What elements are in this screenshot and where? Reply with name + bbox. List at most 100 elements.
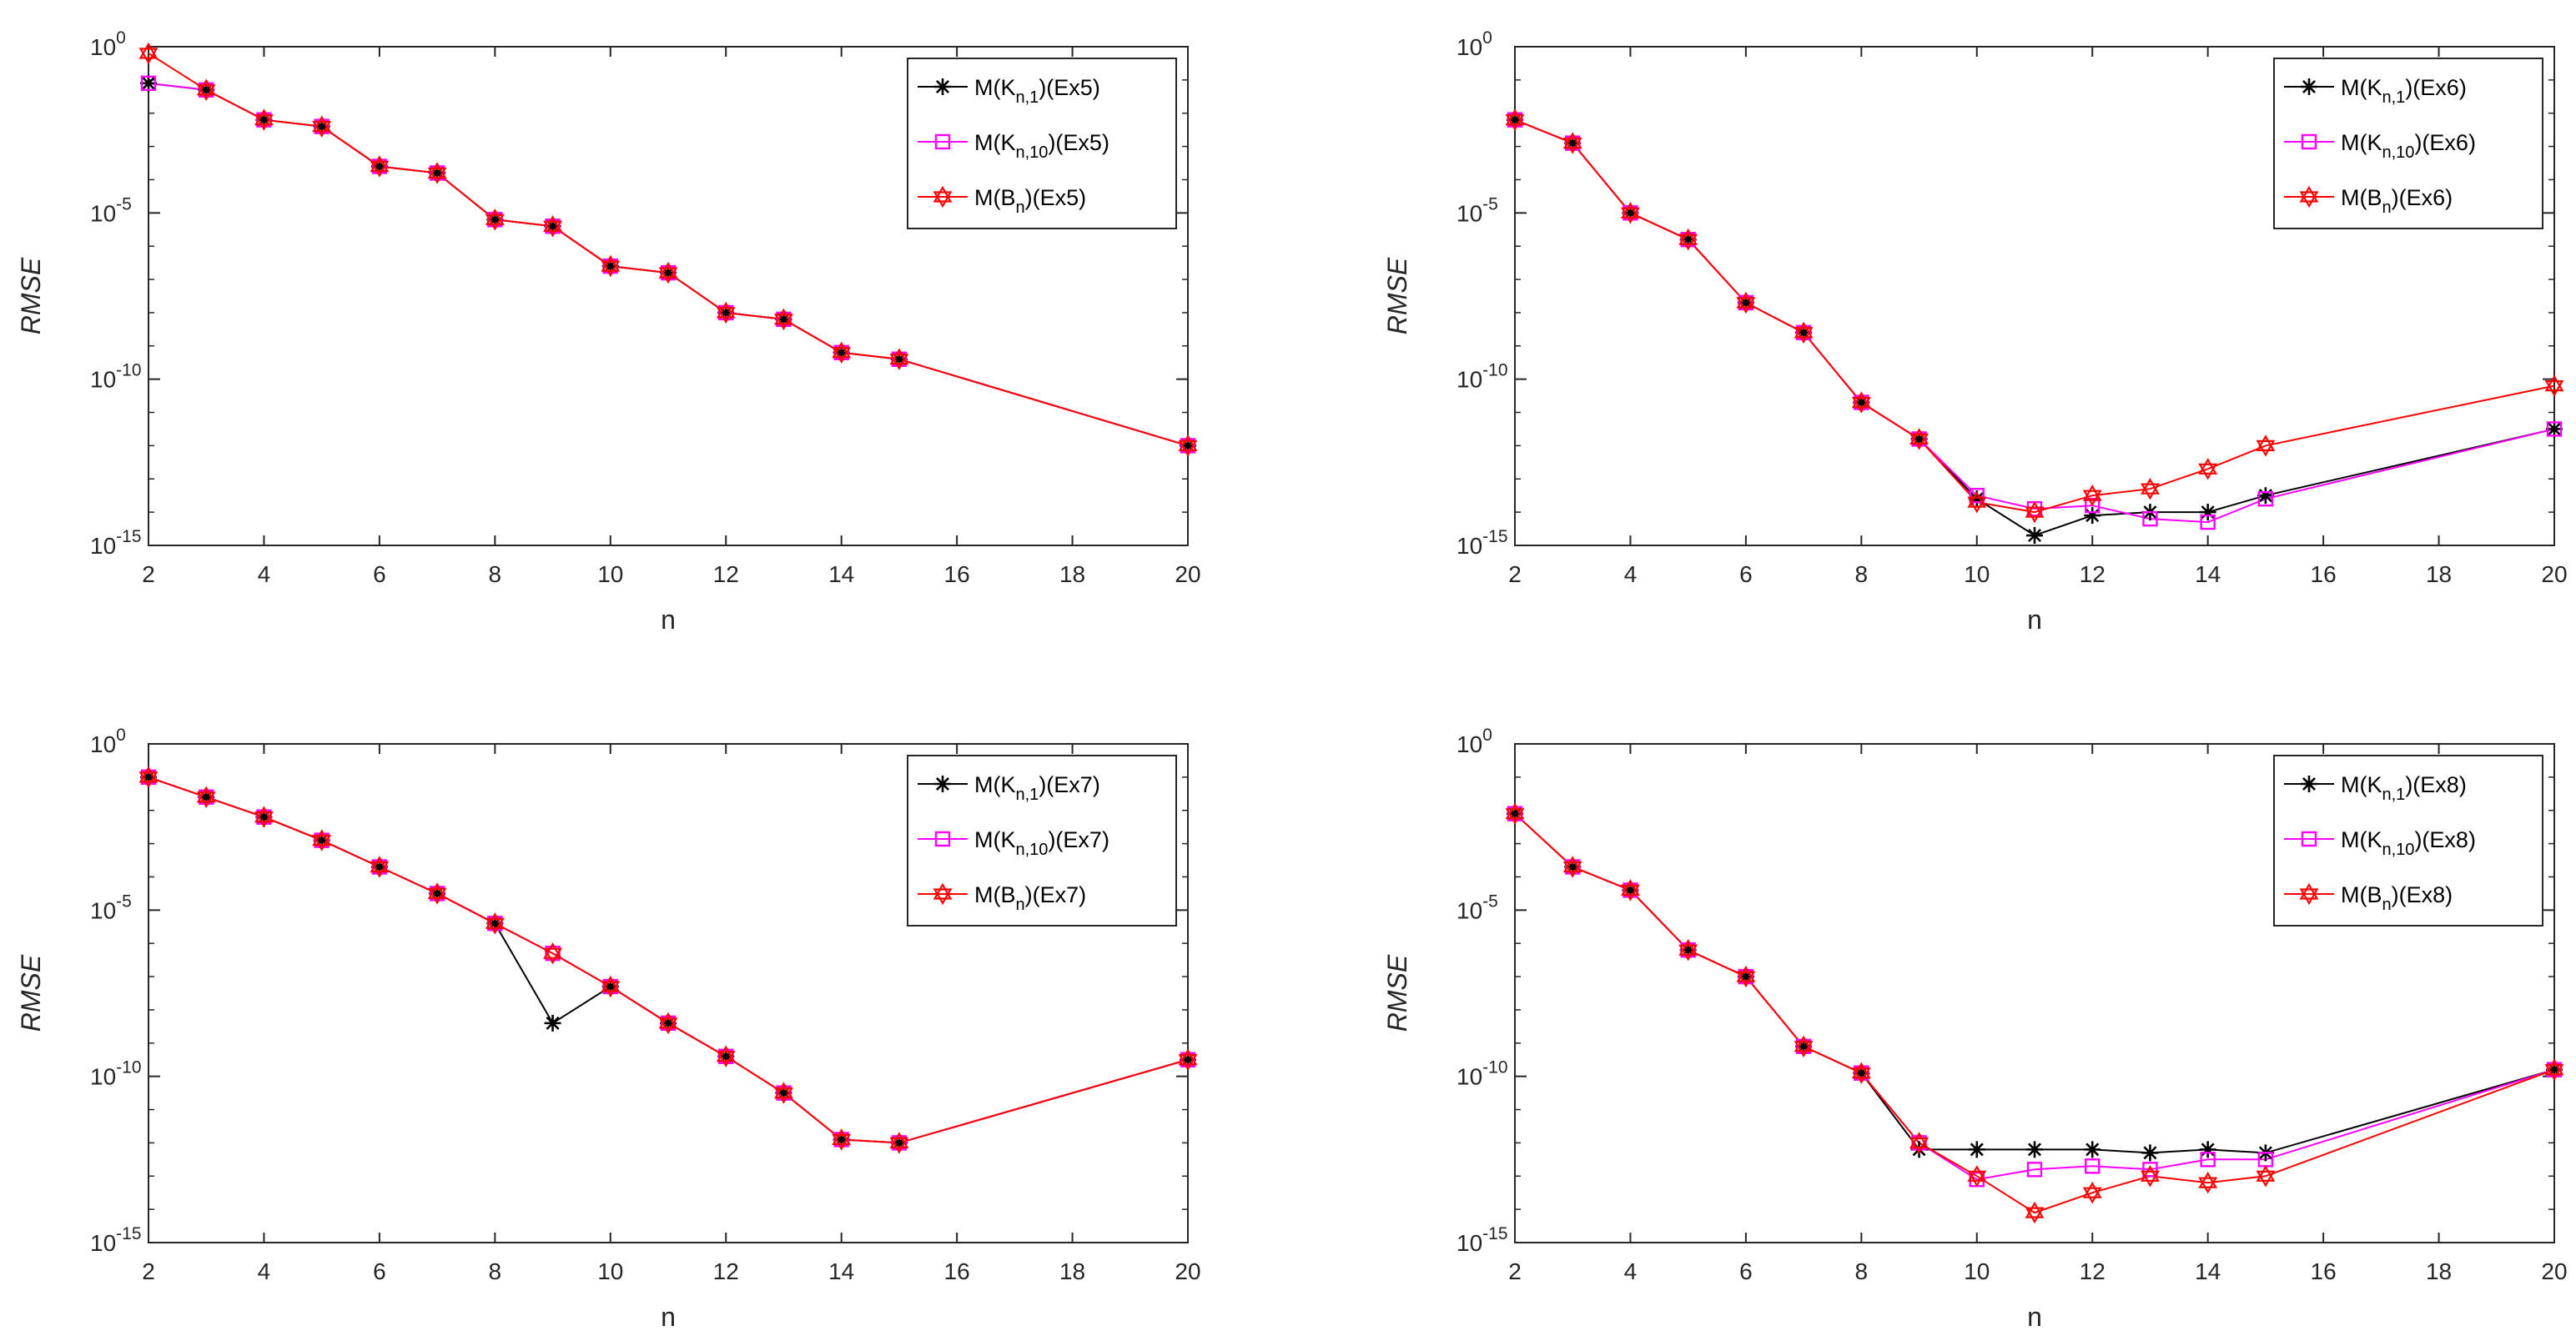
y-tick-label-ex6-1: 10-5: [1457, 194, 1498, 226]
x-tick-label-ex6-0: 2: [1508, 561, 1522, 587]
point-ex7-s1-13: [891, 1135, 908, 1151]
x-tick-label-ex5-8: 18: [1059, 561, 1085, 587]
point-ex6-s2-13: [2256, 434, 2276, 457]
point-ex6-s1-7: [1911, 431, 1927, 447]
point-ex6-s0-5: [1795, 324, 1813, 341]
point-ex7-s0-6: [486, 915, 504, 932]
legend-label-ex6-0: M(Kn,1)(Ex6): [2341, 75, 2467, 107]
point-ex6-s2-5: [1794, 321, 1814, 344]
point-ex6-s2-3: [1678, 229, 1698, 251]
legend-marker-ex6-2: [2299, 185, 2319, 208]
point-ex5-s2-12: [832, 341, 852, 364]
point-ex6-s1-8: [1969, 488, 1985, 504]
point-ex5-s1-0: [140, 75, 157, 92]
point-ex8-s0-3: [1679, 942, 1697, 959]
legend-marker-ex5-2: [933, 185, 953, 208]
point-ex7-s1-5: [429, 886, 445, 902]
x-tick-label-ex5-4: 10: [597, 561, 623, 587]
point-ex6-s0-8: [1968, 490, 1985, 508]
x-tick-label-ex7-6: 14: [828, 1258, 854, 1284]
legend-marker-ex8-2: [2299, 882, 2319, 906]
point-ex8-s2-4: [1736, 965, 1756, 988]
point-ex5-s1-3: [314, 118, 330, 134]
point-ex6-s0-2: [1622, 204, 1639, 222]
point-ex7-s1-9: [660, 1015, 677, 1032]
legend-label-ex6-2: M(Bn)(Ex6): [2341, 185, 2453, 217]
legend-label-ex5-2: M(Bn)(Ex5): [974, 185, 1086, 217]
point-ex7-s1-4: [371, 859, 388, 875]
point-ex7-s1-3: [314, 832, 330, 848]
point-ex8-s0-0: [1507, 805, 1523, 822]
x-tick-label-ex6-7: 16: [2311, 561, 2337, 587]
point-ex6-s0-10: [2084, 507, 2101, 525]
x-tick-label-ex8-0: 2: [1508, 1258, 1522, 1284]
x-tick-label-ex7-4: 10: [597, 1258, 623, 1284]
point-ex7-s1-0: [140, 769, 157, 786]
point-ex5-s1-13: [891, 351, 908, 367]
legend-marker-ex7-0: [934, 776, 951, 792]
y-tick-label-ex5-0: 100: [90, 28, 126, 60]
point-ex8-s2-5: [1794, 1035, 1814, 1058]
point-ex6-s1-13: [2257, 490, 2274, 507]
y-tick-label-ex5-3: 10-15: [90, 527, 142, 559]
point-ex7-s0-3: [313, 831, 330, 849]
point-ex7-s2-10: [716, 1045, 736, 1067]
legend-marker-ex8-1: [2301, 831, 2317, 847]
y-tick-label-ex7-3: 10-15: [90, 1224, 142, 1256]
point-ex6-s0-7: [1910, 430, 1928, 448]
y-tick-label-ex5-2: 10-10: [90, 361, 142, 393]
point-ex8-s1-2: [1623, 882, 1638, 898]
x-axis-label-ex5: n: [661, 605, 676, 635]
legend-marker-ex8-0: [2301, 776, 2317, 792]
panel-ex8: 2 4 6 8 10 12 14 16 18 20 100 10-5 10-10 10-15 n RMSE M(…: [1382, 726, 2568, 1332]
point-ex5-s1-5: [429, 165, 445, 181]
point-ex8-s0-14: [2546, 1061, 2563, 1078]
point-ex6-s2-11: [2140, 478, 2160, 500]
point-ex7-s2-8: [601, 975, 621, 998]
x-tick-label-ex6-3: 8: [1855, 561, 1869, 587]
series-line-ex7-2: [148, 776, 1189, 1144]
x-tick-label-ex6-9: 20: [2541, 561, 2567, 587]
x-tick-label-ex8-4: 10: [1964, 1258, 1990, 1284]
x-tick-label-ex6-2: 6: [1739, 561, 1753, 587]
y-tick-label-ex7-0: 100: [90, 726, 126, 757]
point-ex8-s1-1: [1565, 859, 1581, 875]
point-ex8-s2-3: [1678, 939, 1698, 962]
panel-ex7: 2 4 6 8 10 12 14 16 18 20 100 10-5 10-10 10-15 n RMSE M(…: [16, 726, 1201, 1332]
point-ex5-s0-0: [140, 74, 157, 92]
x-tick-label-ex8-1: 4: [1624, 1258, 1638, 1284]
point-ex7-s1-8: [602, 978, 618, 995]
point-ex6-s0-12: [2199, 504, 2216, 521]
legend-label-ex7-1: M(Kn,10)(Ex7): [974, 827, 1109, 859]
point-ex7-s1-6: [487, 916, 503, 932]
point-ex7-s0-13: [890, 1134, 908, 1152]
panel-ex6: 2 4 6 8 10 12 14 16 18 20 100 10-5 10-10 10-15 n RMSE M(…: [1382, 28, 2568, 635]
point-ex8-s1-0: [1507, 806, 1523, 821]
y-tick-label-ex8-1: 10-5: [1457, 891, 1498, 923]
point-ex7-s1-11: [776, 1085, 792, 1101]
y-tick-label-ex5-1: 10-5: [90, 194, 132, 226]
point-ex8-s0-11: [2141, 1144, 2159, 1162]
point-ex8-s2-0: [1505, 802, 1525, 825]
point-ex5-s2-6: [485, 208, 505, 231]
x-tick-label-ex5-2: 6: [373, 561, 386, 587]
point-ex6-s2-7: [1909, 428, 1929, 450]
point-ex6-s2-4: [1736, 291, 1756, 314]
x-tick-label-ex7-7: 16: [944, 1258, 970, 1284]
point-ex8-s2-11: [2140, 1165, 2160, 1188]
x-axis-label-ex8: n: [2027, 1302, 2042, 1332]
point-ex5-s2-4: [370, 155, 390, 178]
point-ex5-s2-14: [1178, 434, 1198, 457]
point-ex8-s0-8: [1968, 1141, 1985, 1158]
point-ex6-s2-1: [1562, 132, 1582, 154]
point-ex8-s0-5: [1795, 1037, 1813, 1055]
point-ex6-s1-2: [1623, 205, 1638, 221]
point-ex7-s0-7: [544, 1014, 561, 1032]
point-ex6-s0-3: [1679, 231, 1697, 249]
point-ex6-s0-1: [1564, 134, 1582, 152]
y-tick-label-ex6-3: 10-15: [1457, 527, 1508, 559]
point-ex6-s1-0: [1507, 112, 1523, 128]
legend-marker-ex6-1: [2301, 133, 2317, 150]
point-ex8-s2-2: [1620, 879, 1640, 902]
point-ex5-s2-5: [427, 162, 447, 184]
